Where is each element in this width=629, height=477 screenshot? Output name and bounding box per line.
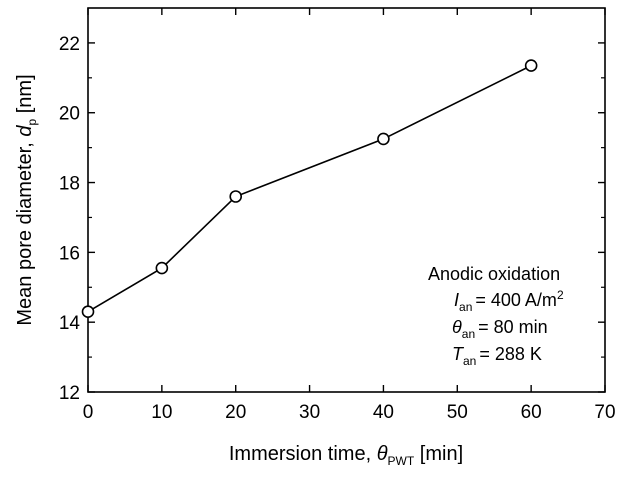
y-axis-label: Mean pore diameter, dp [nm]	[14, 74, 39, 325]
y-axis-label-subscript: p	[25, 119, 39, 126]
data-point-marker	[377, 132, 390, 146]
x-axis-label-units: [min]	[420, 443, 463, 465]
annotation-line-temperature: Tan = 288 K	[452, 344, 542, 368]
data-point-marker	[524, 59, 538, 72]
x-tick-label: 70	[594, 402, 615, 423]
y-axis-label-symbol: d	[14, 125, 36, 137]
data-point-marker	[229, 190, 243, 203]
x-axis-label: Immersion time, θPWT [min]	[229, 443, 463, 468]
data-point-marker	[155, 261, 169, 275]
y-axis-label-units: [nm]	[14, 74, 36, 113]
annotation-title: Anodic oxidation	[428, 264, 560, 284]
x-tick-label: 30	[299, 402, 320, 423]
annotation-line-current-symbol: I	[454, 290, 459, 310]
annotation-line-current-subscript: an	[459, 300, 472, 314]
x-tick-label: 0	[83, 402, 94, 423]
axis-tick-labels: 0 10 20 30 40 50 60 70 12 14 16 18 20 22	[59, 34, 616, 423]
y-tick-label: 22	[59, 34, 80, 55]
x-tick-label: 50	[447, 402, 468, 423]
x-tick-label: 60	[521, 402, 542, 423]
x-tick-label: 10	[151, 402, 172, 423]
annotation-line-current-superscript: 2	[557, 288, 564, 302]
y-tick-label: 14	[59, 313, 81, 334]
annotation-line-time-subscript: an	[462, 327, 475, 341]
x-tick-label: 20	[225, 402, 246, 423]
series-group	[81, 59, 538, 319]
annotation-line-current: Ian = 400 A/m2	[454, 288, 564, 314]
annotation-line-temperature-symbol: T	[452, 344, 465, 364]
x-axis-label-subscript: PWT	[388, 454, 415, 468]
annotation-line-temperature-subscript: an	[463, 354, 476, 368]
annotation-line-time-symbol: θ	[452, 317, 462, 337]
data-point-marker	[81, 305, 95, 319]
x-axis-label-main: Immersion time,	[229, 443, 377, 465]
x-axis-label-symbol: θ	[377, 443, 388, 465]
y-tick-label: 20	[59, 104, 80, 125]
annotation-block: Anodic oxidation Ian = 400 A/m2 θan = 80 m…	[428, 264, 564, 368]
y-axis-label-main: Mean pore diameter,	[14, 137, 36, 326]
y-tick-label: 16	[59, 243, 80, 264]
annotation-line-time-value: = 80 min	[478, 317, 548, 337]
plot-frame	[87, 7, 606, 393]
axis-ticks	[87, 8, 606, 393]
y-tick-label: 18	[59, 174, 80, 195]
x-tick-label: 40	[373, 402, 394, 423]
y-tick-label: 12	[59, 383, 80, 404]
annotation-line-time: θan = 80 min	[452, 317, 548, 341]
plot-area-border	[87, 7, 606, 393]
annotation-line-current-value: = 400 A/m	[475, 290, 557, 310]
annotation-line-temperature-value: = 288 K	[479, 344, 542, 364]
